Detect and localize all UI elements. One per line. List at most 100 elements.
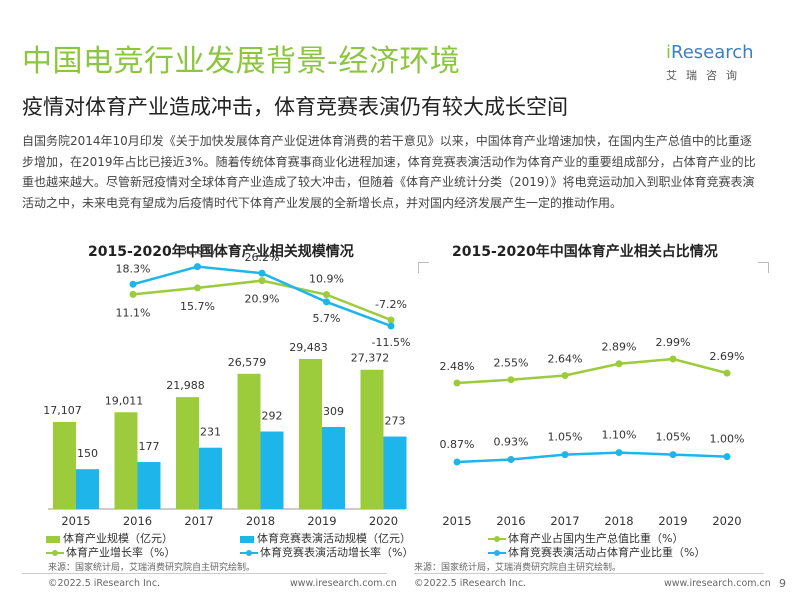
data-label-event-share: 1.10% [602,429,637,442]
legend-swatch [240,535,254,543]
bar-industry-scale [299,359,322,509]
footer-copyright-right: ©2022.5 iResearch Inc. [414,578,527,589]
data-label-gdp-share: 2.69% [710,350,745,363]
legend-swatch [46,535,60,543]
point-event-share [669,451,677,459]
x-tick-label: 2019 [658,514,687,528]
bar-event-scale [199,447,222,509]
data-label-event-share: 1.05% [656,431,691,444]
bar-industry-scale [53,421,76,509]
point-industry-growth [323,291,330,299]
data-label-industry-growth: 10.9% [309,273,344,286]
bar-event-scale [260,431,284,509]
data-label-gdp-share: 2.48% [440,360,475,373]
footer-divider [414,573,764,574]
point-gdp-share [669,355,677,363]
data-label-event-growth: -11.5% [372,336,411,349]
footer-url-left[interactable]: www.iresearch.com.cn [290,578,397,589]
data-label-industry-growth: 15.7% [180,300,215,313]
legend-item-event-scale: 体育竞赛表演活动规模（亿元） [240,530,411,546]
legend-swatch [488,549,506,557]
point-event-share [453,458,461,466]
data-label-industry-growth: -7.2% [375,298,407,311]
chart-right-title: 2015-2020年中国体育产业相关占比情况 [452,244,718,260]
data-label-industry-scale: 26,579 [228,356,267,369]
point-event-share [615,449,623,457]
data-label-event-scale: 292 [262,410,283,423]
point-industry-growth [129,290,137,298]
data-label-gdp-share: 2.89% [602,341,637,354]
x-tick-label: 2015 [442,514,471,528]
legend-swatch [240,549,258,557]
x-tick-label: 2019 [307,514,336,528]
data-label-event-growth: 26.2% [245,251,280,264]
legend-item-event-growth: 体育竞赛表演活动增长率（%） [240,544,413,560]
chart-frame-corner [758,262,769,273]
data-label-industry-scale: 21,988 [166,379,205,392]
data-label-industry-growth: 11.1% [116,306,151,319]
chart-frame-corner [418,262,429,273]
legend-swatch [488,535,506,543]
footer-divider [22,573,387,574]
source-note-left: 来源：国家统计局，艾瑞消费研究院自主研究绘制。 [48,563,256,573]
data-label-event-scale: 150 [77,447,98,460]
bar-event-scale [383,436,407,509]
logo-brand: iResearch [666,42,754,63]
intro-paragraph: 自国务院2014年10月印发《关于加快发展体育产业促进体育消费的若干意见》以来，… [22,134,756,210]
point-gdp-share [453,379,461,387]
bar-industry-scale [360,369,384,509]
point-gdp-share [561,371,569,379]
page-subtitle: 疫情对体育产业造成冲击，体育竞赛表演仍有较大成长空间 [22,95,568,119]
point-event-growth [194,263,201,271]
source-note-right: 来源：国家统计局，艾瑞消费研究院自主研究绘制。 [414,563,622,573]
x-tick-label: 2016 [496,514,525,528]
data-label-industry-scale: 17,107 [43,404,82,417]
legend-item-industry-growth: 体育产业增长率（%） [46,544,175,560]
x-tick-label: 2016 [123,514,152,528]
point-industry-growth [194,284,201,292]
data-label-gdp-share: 2.55% [494,357,529,370]
data-label-industry-scale: 29,483 [289,341,328,354]
data-label-event-growth: 30.9% [180,245,215,258]
legend-swatch [46,549,64,557]
x-tick-label: 2018 [604,514,633,528]
data-label-event-share: 0.93% [494,436,529,449]
bar-industry-scale [176,397,199,509]
data-label-event-growth: 18.3% [116,262,151,275]
point-event-growth [258,269,266,277]
line-event-share [456,451,728,464]
x-tick-label: 2018 [246,514,275,528]
point-industry-growth [387,316,395,324]
x-tick-label: 2015 [61,514,90,528]
data-label-event-scale: 309 [323,405,344,418]
data-label-event-scale: 177 [139,440,160,453]
bar-event-scale [322,427,345,509]
data-label-gdp-share: 2.64% [548,352,583,365]
logo-brand-cn: 艾瑞咨询 [666,69,746,82]
data-label-event-share: 1.05% [548,431,583,444]
chart-left-title: 2015-2020年中国体育产业相关规模情况 [88,244,354,260]
point-event-share [561,451,569,459]
page-number: 9 [779,577,786,590]
x-tick-label: 2020 [369,514,398,528]
x-tick-label: 2020 [712,514,741,528]
footer-copyright-left: ©2022.5 iResearch Inc. [48,578,161,589]
data-label-event-share: 1.00% [710,433,745,446]
bar-industry-scale [114,412,138,509]
x-tick-label: 2017 [550,514,579,528]
point-event-share [507,456,515,464]
data-label-event-growth: 5.7% [313,312,341,325]
legend-item-gdp-share: 体育产业占国内生产总值比重（%） [488,530,683,546]
data-label-event-share: 0.87% [440,438,475,451]
page-title: 中国电竞行业发展背景-经济环境 [22,44,461,79]
footer-url-right[interactable]: www.iresearch.com.cn [664,578,771,589]
x-tick-label: 2017 [184,514,213,528]
legend-item-event-share: 体育竞赛表演活动占体育产业比重（%） [488,544,705,560]
point-industry-growth [258,277,266,285]
data-label-event-scale: 273 [385,415,406,428]
data-label-industry-scale: 27,372 [351,352,390,365]
iresearch-logo: iResearch 艾瑞咨询 [648,40,778,90]
point-gdp-share [723,369,731,377]
point-event-growth [387,322,395,330]
